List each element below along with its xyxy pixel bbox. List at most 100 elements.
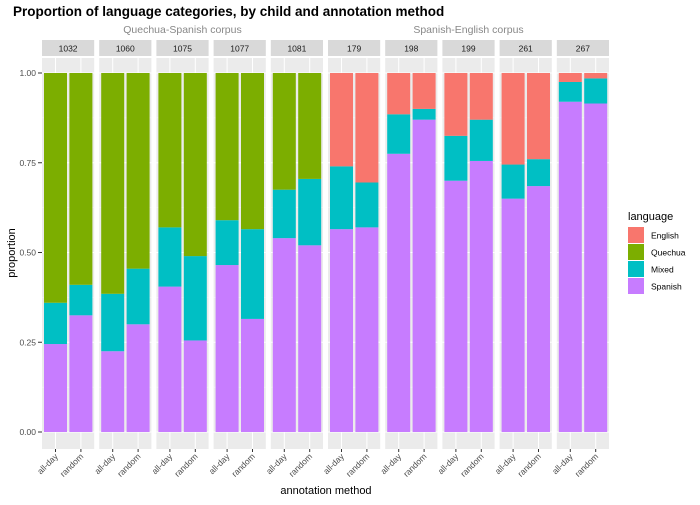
x-tick-label: random	[573, 451, 600, 478]
bar-segment-english	[558, 73, 582, 82]
facet-strip-label: 1060	[116, 44, 135, 54]
facet-strip	[556, 40, 609, 56]
legend-swatch-spanish	[628, 278, 644, 294]
bar-segment-spanish	[469, 160, 493, 432]
bar-segment-mixed	[387, 114, 411, 154]
bar-segment-mixed	[101, 293, 125, 352]
bar-segment-spanish	[101, 351, 125, 432]
bar-segment-mixed	[527, 159, 550, 187]
bar-segment-mixed	[272, 189, 296, 239]
facet-strip	[213, 40, 266, 56]
x-tick-label: all-day	[92, 451, 117, 476]
x-axis-title: annotation method	[280, 485, 371, 497]
facet-strip	[442, 40, 495, 56]
panels-layer: Quechua-Spanish corpus Spanish-English co…	[19, 24, 609, 479]
y-tick-label: 1.00	[19, 68, 36, 78]
legend-label-mixed: Mixed	[651, 265, 674, 275]
x-tick-label: all-day	[493, 451, 518, 476]
x-tick-label: all-day	[321, 451, 346, 476]
bar-segment-english	[584, 73, 608, 79]
bar-segment-english	[412, 73, 436, 109]
x-tick-label: all-day	[436, 451, 461, 476]
bar-segment-english	[444, 73, 468, 136]
x-tick-label: all-day	[150, 451, 175, 476]
bar-segment-quechua	[241, 73, 264, 230]
facet-strip-label: 199	[461, 44, 475, 54]
legend-swatch-mixed	[628, 261, 644, 277]
bar-segment-spanish	[558, 101, 582, 432]
bar-segment-mixed	[355, 182, 379, 228]
legend-swatch-quechua	[628, 244, 644, 260]
chart-title: Proportion of language categories, by ch…	[13, 4, 444, 19]
bar-segment-quechua	[69, 73, 93, 285]
facet-strip	[99, 40, 152, 56]
bar-segment-quechua	[215, 73, 239, 221]
bar-segment-spanish	[126, 324, 150, 432]
bar-segment-mixed	[158, 227, 182, 287]
y-tick-label: 0.50	[19, 248, 36, 258]
bar-segment-mixed	[444, 135, 468, 181]
bar-segment-mixed	[298, 178, 322, 246]
bar-segment-quechua	[158, 73, 182, 228]
bar-segment-mixed	[412, 108, 436, 120]
corpus-label: Quechua-Spanish corpus	[123, 24, 242, 36]
bar-segment-spanish	[412, 119, 436, 433]
x-tick-label: random	[344, 451, 371, 478]
bar-segment-english	[469, 73, 493, 120]
facet-strip	[156, 40, 209, 56]
bar-segment-spanish	[272, 238, 296, 432]
bar-segment-spanish	[158, 286, 182, 432]
facet-strip-label: 267	[576, 44, 590, 54]
bar-segment-mixed	[44, 302, 67, 345]
x-tick-label: random	[458, 451, 485, 478]
legend: language English Quechua Mixed Spanish	[628, 211, 686, 294]
facet-strip-label: 1081	[287, 44, 306, 54]
facet-strip	[42, 40, 95, 56]
facet-strip	[499, 40, 552, 56]
bar-segment-mixed	[469, 119, 493, 161]
bar-segment-spanish	[44, 344, 67, 432]
facet-strip-label: 198	[404, 44, 418, 54]
legend-swatch-english	[628, 227, 644, 243]
legend-title: language	[628, 211, 673, 223]
bar-segment-spanish	[387, 153, 411, 432]
facet-strip-label: 1032	[59, 44, 78, 54]
y-tick-label: 0.25	[19, 337, 36, 347]
x-tick-label: random	[58, 451, 85, 478]
x-tick-label: random	[401, 451, 428, 478]
bar-segment-mixed	[330, 166, 353, 230]
bar-segment-spanish	[527, 186, 550, 432]
bar-segment-mixed	[183, 256, 207, 341]
x-tick-label: random	[287, 451, 314, 478]
x-tick-label: random	[172, 451, 199, 478]
x-tick-label: all-day	[207, 451, 232, 476]
bar-segment-spanish	[298, 245, 322, 432]
y-axis-title: proportion	[6, 228, 18, 278]
bar-segment-quechua	[126, 73, 150, 269]
facet-strip	[270, 40, 323, 56]
bar-segment-mixed	[501, 164, 525, 199]
bar-segment-spanish	[183, 340, 207, 432]
bar-segment-spanish	[241, 318, 264, 432]
facet-strip	[385, 40, 438, 56]
legend-label-english: English	[651, 231, 679, 241]
bar-segment-spanish	[584, 103, 608, 432]
facet-strip-label: 1077	[230, 44, 249, 54]
facet-strip-label: 261	[519, 44, 533, 54]
bar-segment-english	[387, 73, 411, 115]
bar-segment-quechua	[44, 73, 67, 303]
legend-label-spanish: Spanish	[651, 282, 682, 292]
bar-segment-quechua	[272, 73, 296, 190]
